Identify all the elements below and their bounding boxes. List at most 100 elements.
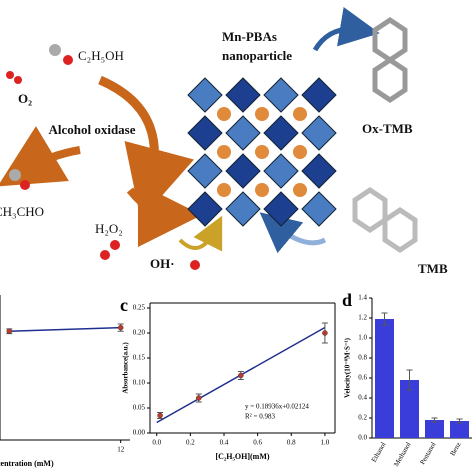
y-tick-label: 0.15 [133, 354, 146, 362]
point [117, 324, 124, 331]
label: CH₃CHO [0, 204, 44, 219]
octahedron [225, 191, 261, 227]
annotation: y = 0.18936x+0.02124 [245, 403, 309, 411]
ion [255, 107, 269, 121]
x-tick-label: 0.8 [287, 439, 296, 447]
ion [293, 107, 307, 121]
x-tick-label: 12 [117, 446, 125, 454]
y-tick-label: 0.00 [133, 429, 146, 437]
octahedron [263, 115, 299, 151]
atom [100, 250, 110, 260]
ion [255, 183, 269, 197]
bar [450, 421, 469, 438]
octahedron [263, 191, 299, 227]
y-tick-label: 0.20 [133, 329, 146, 337]
molecule [372, 16, 408, 104]
label: nanoparticle [222, 48, 292, 63]
arrow [98, 75, 195, 220]
atom [49, 44, 61, 56]
panel-label: d [342, 290, 352, 310]
point [6, 328, 13, 334]
octahedron [263, 77, 299, 113]
ion [217, 183, 231, 197]
atom [14, 76, 22, 84]
octahedron [187, 115, 223, 151]
y-axis-label: Velocity(10⁻⁸M·S⁻¹) [344, 337, 352, 398]
arrow [178, 215, 223, 252]
bar [375, 319, 394, 438]
error-bar [381, 312, 388, 326]
octahedron [301, 77, 337, 113]
octahedron [225, 153, 261, 189]
y-tick-label: 0.6 [358, 374, 367, 382]
x-axis-label: [C₂H₅OH](mM) [215, 452, 269, 461]
atom [6, 71, 14, 79]
y-tick-label: 0.2 [358, 414, 367, 422]
octahedron [187, 153, 223, 189]
label: H₂O₂ [95, 221, 123, 236]
x-tick-label: Ethanol [370, 441, 388, 464]
y-tick-label: 0.4 [358, 394, 367, 402]
error-bar [431, 417, 438, 423]
octahedron [301, 153, 337, 189]
arrow [0, 126, 81, 187]
y-axis-label: Absorbance(a.u.) [122, 342, 130, 394]
label: C₂H₅OH [78, 48, 124, 63]
label: Ox-TMB [362, 121, 413, 136]
point [157, 412, 163, 419]
annotation: R² = 0.983 [245, 413, 275, 421]
y-tick-label: 0.05 [133, 404, 146, 412]
ion [217, 107, 231, 121]
point [238, 372, 244, 379]
octahedron [187, 191, 223, 227]
error-bar [406, 369, 413, 391]
error-bar [456, 418, 463, 424]
x-tick-label: Methanol [392, 441, 412, 468]
x-tick-label: 0.4 [220, 439, 229, 447]
octahedron [225, 115, 261, 151]
octahedron [187, 77, 223, 113]
arrow [259, 212, 327, 254]
x-tick-label: 0.2 [186, 439, 195, 447]
ion [217, 145, 231, 159]
y-tick-label: 0.0 [358, 434, 367, 442]
octahedron [263, 153, 299, 189]
y-tick-label: 0.8 [358, 354, 367, 362]
bar [400, 380, 419, 438]
label: OH· [150, 256, 175, 271]
atom [20, 180, 30, 190]
ion [293, 183, 307, 197]
x-tick-label: 1.0 [321, 439, 330, 447]
molecule [352, 186, 418, 254]
label: Alcohol oxidase [48, 122, 135, 137]
y-tick-label: 1.4 [358, 294, 367, 302]
panel-label: c [120, 295, 128, 315]
point [322, 330, 328, 336]
x-tick-label: Benz [449, 441, 463, 457]
y-tick-label: 0.10 [133, 379, 146, 387]
ion [255, 145, 269, 159]
octahedron [301, 191, 337, 227]
y-tick-label: 1.2 [358, 314, 367, 322]
atom [190, 260, 200, 270]
label: TMB [418, 261, 448, 276]
y-tick-label: 0.25 [133, 304, 146, 312]
label: O₂ [18, 91, 32, 106]
atom [63, 55, 73, 65]
ion [293, 145, 307, 159]
octahedron [225, 77, 261, 113]
atom [110, 240, 120, 250]
x-tick-label: 0.0 [152, 439, 161, 447]
arrow [312, 6, 380, 52]
octahedron [301, 115, 337, 151]
atom [9, 169, 21, 181]
label: Mn-PBAs [222, 29, 277, 44]
bar [425, 420, 444, 438]
arrow [126, 182, 202, 247]
x-tick-label: Pentanol [418, 441, 437, 466]
scheme [0, 6, 418, 270]
fit-line [9, 326, 121, 332]
y-tick-label: 1.0 [358, 334, 367, 342]
x-axis-label: centration (mM) [0, 459, 54, 468]
